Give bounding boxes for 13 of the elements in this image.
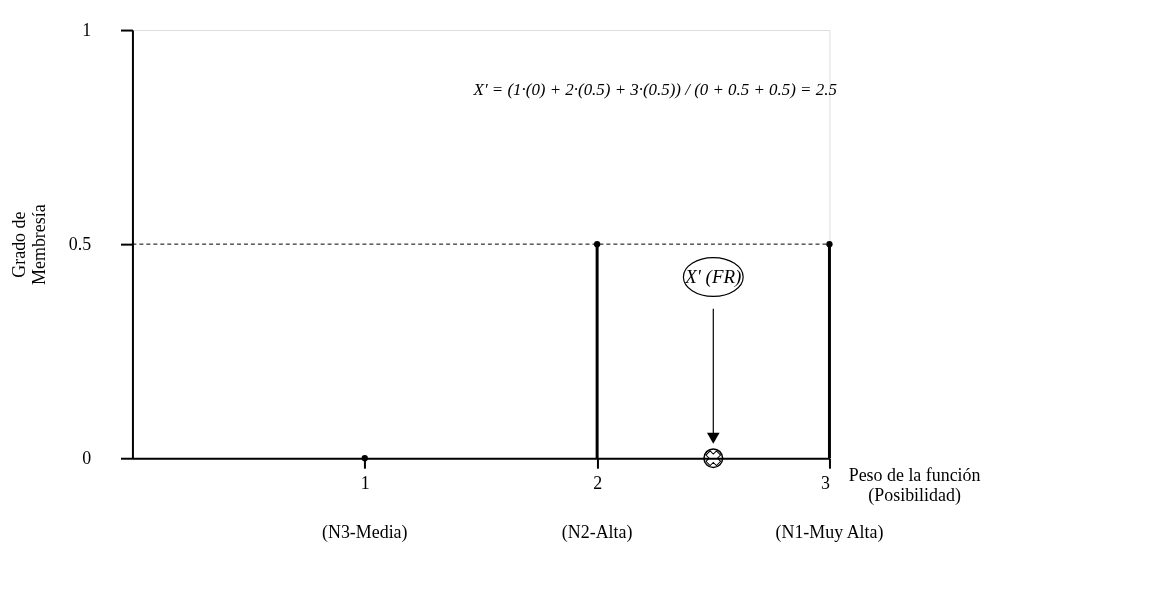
- y-tick-label: 1: [82, 19, 92, 40]
- y-tick-label: 0.5: [68, 233, 92, 254]
- annotation: X′ = (1·(0) + 2·(0.5) + 3·(0.5)) / (0 + 0.5 + 0.5) = 2.5: [472, 79, 837, 99]
- x-tick-label: 1: [360, 472, 370, 493]
- x-axis-title: Peso de la función (Posibilidad): [848, 464, 981, 506]
- text: (N3-Media): [322, 521, 408, 543]
- text: (N2-Alta): [561, 521, 633, 543]
- x-tick-label: 3: [821, 472, 830, 493]
- y-axis-title: Grado de Membresía: [8, 204, 49, 285]
- text: (N1-Muy Alta): [775, 521, 884, 543]
- x-tick-label: 2: [593, 472, 603, 493]
- annotation: X' (FR): [684, 265, 742, 288]
- y-tick-label: 0: [82, 447, 92, 468]
